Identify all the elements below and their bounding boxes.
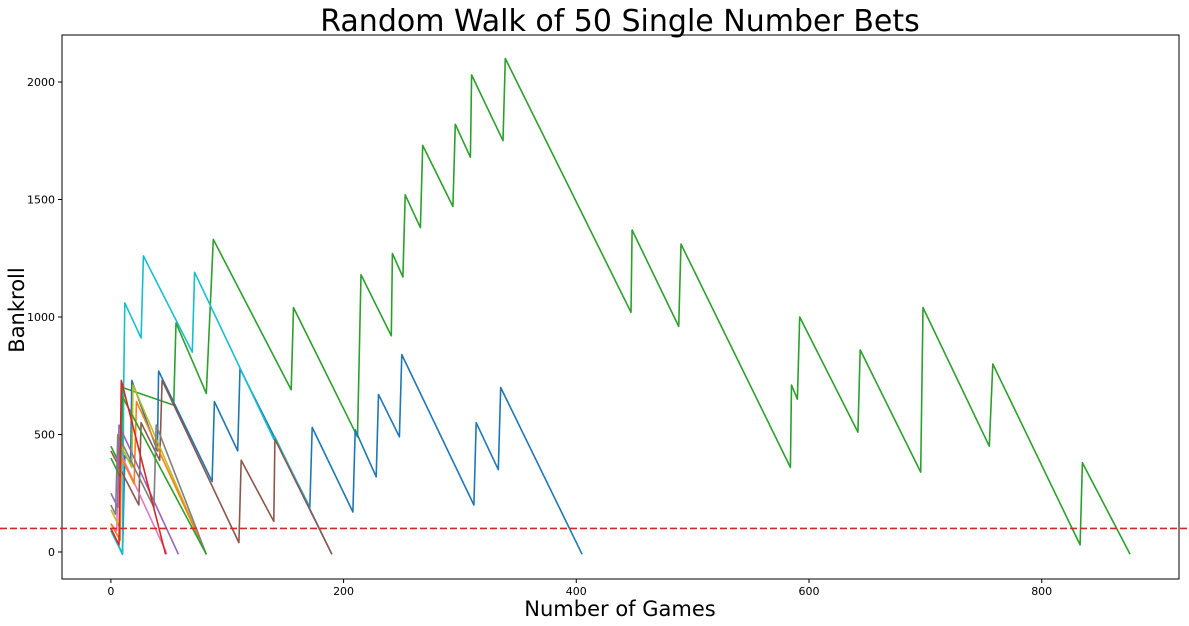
y-tick-label: 1000 [27, 311, 55, 324]
series-line-2 [110, 353, 583, 556]
series-line-10 [110, 396, 208, 555]
x-tick-label: 200 [333, 585, 354, 598]
y-tick-label: 1500 [27, 193, 55, 206]
x-tick-label: 0 [107, 585, 114, 598]
series-line-1 [110, 57, 1131, 555]
series-line-4 [110, 379, 333, 555]
series-line-9 [110, 424, 208, 555]
series-line-11 [110, 379, 167, 555]
plot-frame [61, 34, 1180, 580]
y-tick-label: 2000 [27, 76, 55, 89]
y-tick-label: 500 [34, 428, 55, 441]
y-axis-label: Bankroll [5, 267, 29, 352]
series-line-3 [110, 255, 333, 556]
x-axis-label: Number of Games [524, 597, 715, 621]
x-tick-label: 800 [1031, 585, 1052, 598]
y-tick-label: 0 [48, 546, 55, 559]
x-tick-label: 400 [566, 585, 587, 598]
plot-area: 0 200 400 600 800 0 500 1000 1500 2000 [0, 34, 1189, 598]
x-tick-label: 600 [798, 585, 819, 598]
chart-title: Random Walk of 50 Single Number Bets [320, 4, 920, 39]
